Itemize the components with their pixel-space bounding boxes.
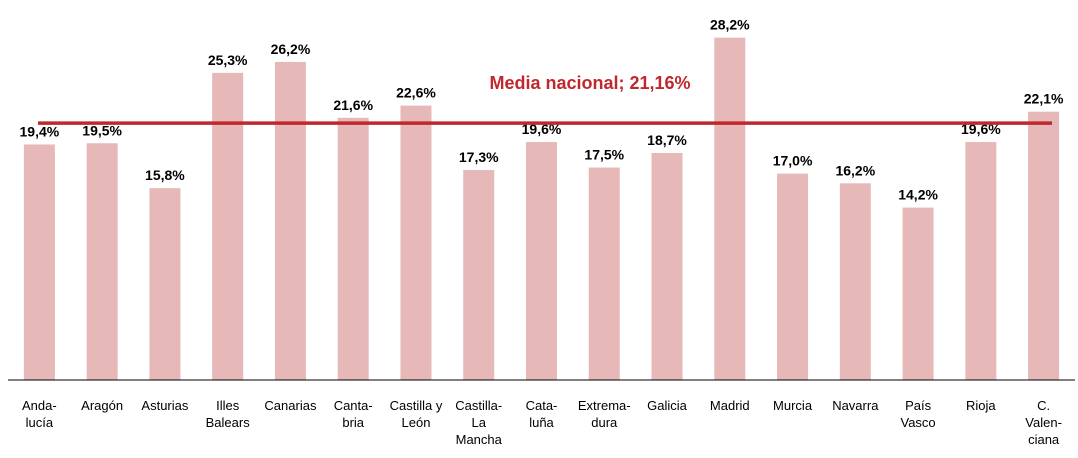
value-label: 18,7% <box>647 132 687 148</box>
x-tick-label: C. Valen-ciana <box>1025 398 1062 447</box>
x-tick-label: Castilla-La Mancha <box>455 398 502 447</box>
bar <box>526 142 557 380</box>
bar <box>149 188 181 380</box>
bar <box>1028 111 1060 380</box>
x-tick-label: Madrid <box>710 398 750 413</box>
bar <box>965 142 997 380</box>
bar <box>463 169 495 380</box>
bar <box>337 117 369 380</box>
value-label: 19,6% <box>961 121 1001 137</box>
value-label: 19,5% <box>82 122 122 138</box>
x-tick-label: Galicia <box>647 398 688 413</box>
value-label: 17,0% <box>773 153 813 169</box>
value-label: 19,4% <box>20 123 60 139</box>
bar <box>274 61 306 380</box>
x-tick-label: Murcia <box>773 398 813 413</box>
value-label: 17,3% <box>459 149 499 165</box>
value-label: 22,1% <box>1024 91 1064 107</box>
x-tick-label: Aragón <box>81 398 123 413</box>
bar <box>651 152 683 380</box>
value-label: 19,6% <box>522 121 562 137</box>
bar <box>902 207 934 380</box>
value-label: 22,6% <box>396 85 436 101</box>
x-tick-label: Castilla y León <box>390 398 443 430</box>
value-label: 26,2% <box>271 41 311 57</box>
reference-label: Media nacional; 21,16% <box>489 73 690 93</box>
x-tick-label: Canta-bria <box>334 398 373 430</box>
bar <box>714 37 746 381</box>
x-tick-label: Canarias <box>264 398 317 413</box>
bar <box>400 105 432 381</box>
value-label: 17,5% <box>584 147 624 163</box>
bar <box>212 72 244 381</box>
bar <box>839 183 871 380</box>
value-label: 14,2% <box>898 187 938 203</box>
x-tick-label: Cata-luña <box>526 398 558 430</box>
value-label: 15,8% <box>145 167 185 183</box>
x-tick-label: País Vasco <box>901 398 936 430</box>
bar <box>588 167 620 380</box>
bar <box>777 173 809 380</box>
value-label: 28,2% <box>710 17 750 33</box>
bar <box>86 143 118 380</box>
value-label: 25,3% <box>208 52 248 68</box>
x-tick-label: Extrema-dura <box>578 398 631 430</box>
x-tick-label: Navarra <box>832 398 879 413</box>
bar <box>23 144 55 380</box>
x-tick-label: Anda-lucía <box>22 398 57 430</box>
value-label: 16,2% <box>835 162 875 178</box>
x-tick-label: Asturias <box>141 398 188 413</box>
value-label: 21,6% <box>333 97 373 113</box>
x-tick-label: Rioja <box>966 398 996 413</box>
x-tick-label: Illes Balears <box>206 398 251 430</box>
